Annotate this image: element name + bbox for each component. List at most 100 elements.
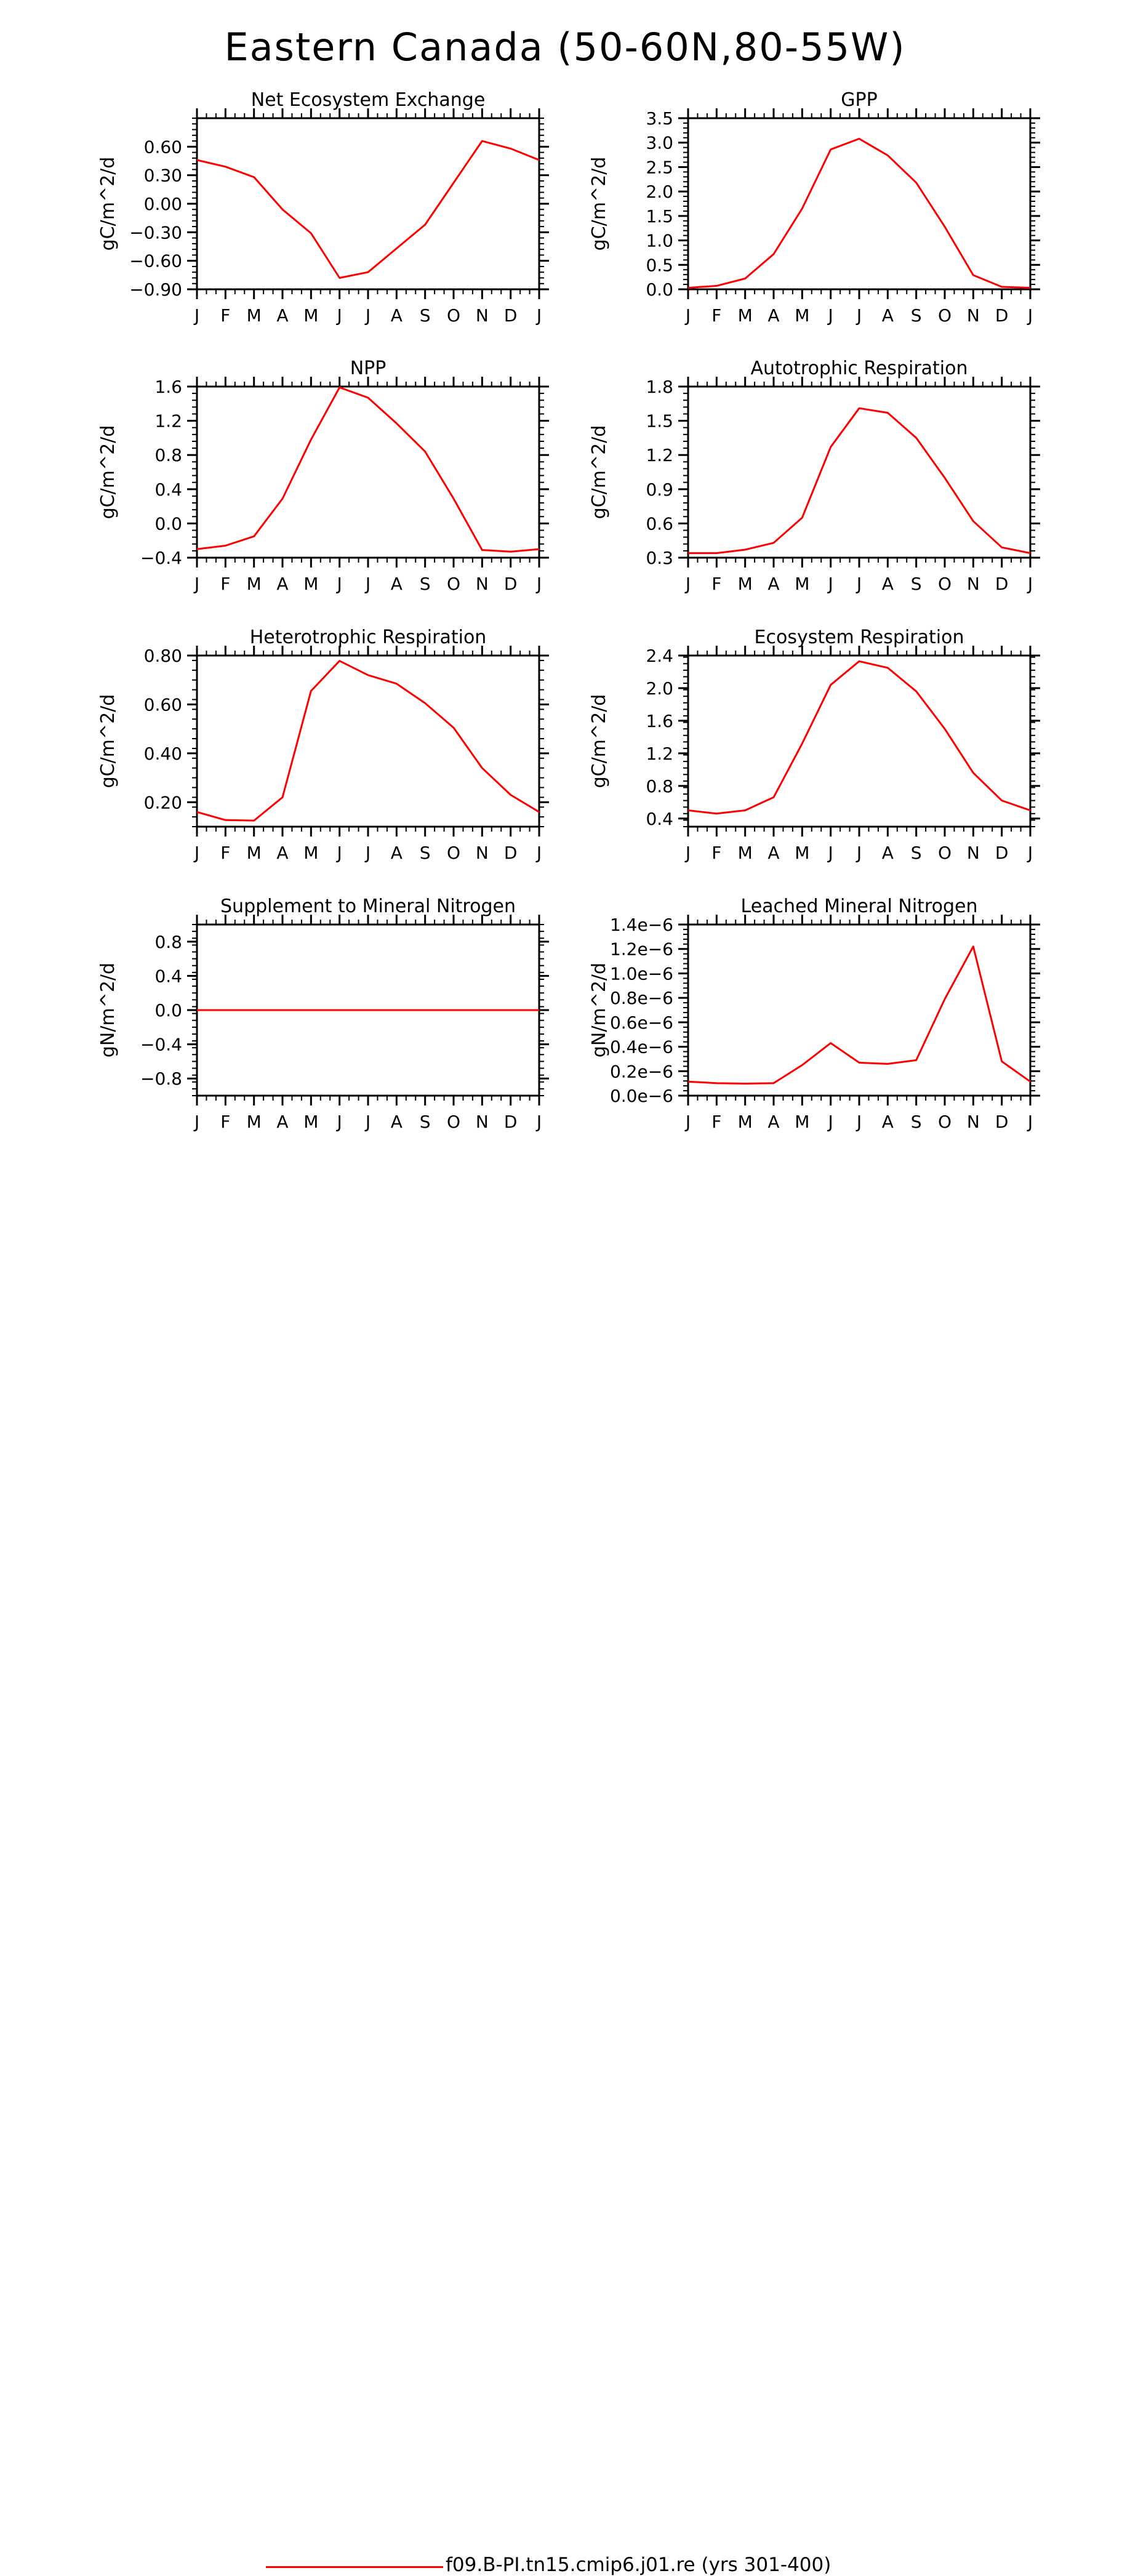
y-tick-label: 1.2	[646, 744, 673, 764]
x-tick-label: N	[967, 1112, 980, 1132]
y-tick-label: 1.6	[154, 377, 182, 397]
y-axis-label: gC/m^2/d	[588, 425, 610, 520]
x-tick-label: J	[684, 574, 691, 594]
x-tick-label: M	[303, 1112, 318, 1132]
y-tick-label: 1.4e−6	[610, 915, 673, 935]
x-tick-label: F	[711, 843, 721, 863]
y-tick-label: 0.00	[144, 194, 182, 214]
y-tick-label: 2.4	[646, 646, 673, 666]
panel-7: Supplement to Mineral Nitrogen gN/m^2/d J F…	[97, 896, 549, 1132]
x-tick-label: S	[420, 843, 431, 863]
x-tick-label: A	[276, 574, 288, 594]
series-line-1	[687, 945, 1031, 1085]
x-tick-label: M	[247, 1112, 262, 1132]
panel-title: Ecosystem Respiration	[755, 627, 964, 648]
y-tick-label: 0.4	[154, 966, 182, 986]
x-tick-label: M	[303, 574, 318, 594]
x-tick-label: J	[684, 305, 691, 326]
x-tick-label: S	[911, 1112, 922, 1132]
x-tick-label: J	[1027, 843, 1033, 863]
x-tick-label: M	[795, 1112, 809, 1132]
y-tick-label: 0.4	[154, 479, 182, 500]
y-tick-label: 0.4	[646, 809, 673, 829]
x-tick-label: O	[938, 1112, 952, 1132]
panel-title: NPP	[350, 358, 387, 379]
x-tick-label: M	[247, 843, 262, 863]
x-tick-label: A	[276, 843, 288, 863]
y-tick-label: 0.30	[144, 166, 182, 186]
x-tick-label: J	[193, 843, 199, 863]
x-tick-label: J	[1027, 305, 1033, 326]
y-tick-label: −0.8	[140, 1069, 182, 1089]
y-tick-label: 2.5	[646, 157, 673, 177]
y-tick-label: 0.0	[646, 279, 673, 300]
x-tick-label: M	[795, 305, 809, 326]
x-tick-label: J	[684, 843, 691, 863]
legend-label: f09.B-PI.tn15.cmip6.j01.re (yrs 301-400)	[446, 2554, 831, 2576]
x-tick-label: M	[738, 843, 753, 863]
x-tick-label: J	[193, 1112, 199, 1132]
y-tick-label: −0.30	[129, 222, 182, 243]
x-tick-label: S	[420, 1112, 431, 1132]
x-tick-label: N	[476, 574, 489, 594]
y-tick-label: 0.6	[646, 513, 673, 534]
y-tick-label: 0.60	[144, 694, 182, 715]
y-axis-label: gC/m^2/d	[588, 694, 610, 788]
y-axis-label: gC/m^2/d	[97, 425, 119, 520]
x-tick-label: A	[276, 305, 288, 326]
y-tick-label: 0.60	[144, 137, 182, 157]
x-tick-label: M	[738, 574, 753, 594]
x-tick-label: J	[827, 574, 833, 594]
x-tick-label: S	[911, 574, 922, 594]
x-tick-label: D	[995, 305, 1009, 326]
x-tick-label: A	[767, 1112, 779, 1132]
main-title: Eastern Canada (50-60N,80-55W)	[224, 25, 906, 70]
x-tick-label: A	[391, 574, 403, 594]
x-tick-label: M	[795, 574, 809, 594]
y-tick-label: 0.0e−6	[610, 1086, 673, 1106]
y-tick-label: 0.0	[154, 513, 182, 534]
y-tick-label: 0.3	[646, 548, 673, 568]
x-tick-label: J	[364, 843, 371, 863]
x-tick-label: O	[938, 574, 952, 594]
series-line-1	[196, 660, 540, 822]
x-tick-label: M	[738, 305, 753, 326]
y-axis-label: gN/m^2/d	[97, 963, 119, 1057]
plot-frame	[196, 385, 540, 559]
y-tick-label: 0.8	[154, 445, 182, 465]
y-tick-label: 1.0	[646, 231, 673, 251]
x-tick-label: N	[967, 305, 980, 326]
x-tick-label: D	[504, 305, 518, 326]
y-tick-label: 2.0	[646, 182, 673, 202]
x-tick-label: A	[276, 1112, 288, 1132]
x-tick-label: M	[247, 574, 262, 594]
x-tick-label: O	[938, 843, 952, 863]
panel-title: Leached Mineral Nitrogen	[741, 896, 978, 917]
x-tick-label: A	[882, 305, 894, 326]
x-tick-label: J	[535, 305, 542, 326]
series-line-1	[196, 386, 540, 553]
x-tick-label: D	[995, 574, 1009, 594]
x-tick-label: F	[220, 574, 230, 594]
x-tick-label: A	[391, 843, 403, 863]
plot-frame	[687, 385, 1032, 559]
x-tick-label: M	[303, 305, 318, 326]
x-tick-label: M	[738, 1112, 753, 1132]
x-tick-label: J	[364, 305, 371, 326]
y-tick-label: 0.0	[154, 1000, 182, 1021]
x-tick-label: N	[476, 305, 489, 326]
x-tick-label: J	[535, 1112, 542, 1132]
x-tick-label: M	[795, 843, 809, 863]
plot-frame	[687, 117, 1032, 291]
x-tick-label: J	[193, 305, 199, 326]
x-tick-label: A	[391, 1112, 403, 1132]
panel-title: Net Ecosystem Exchange	[251, 89, 486, 111]
y-tick-label: 0.2e−6	[610, 1061, 673, 1081]
y-tick-label: 0.8e−6	[610, 988, 673, 1008]
x-tick-label: A	[767, 305, 779, 326]
x-tick-label: J	[535, 843, 542, 863]
y-tick-label: −0.90	[129, 279, 182, 300]
y-tick-label: 0.8	[646, 776, 673, 796]
